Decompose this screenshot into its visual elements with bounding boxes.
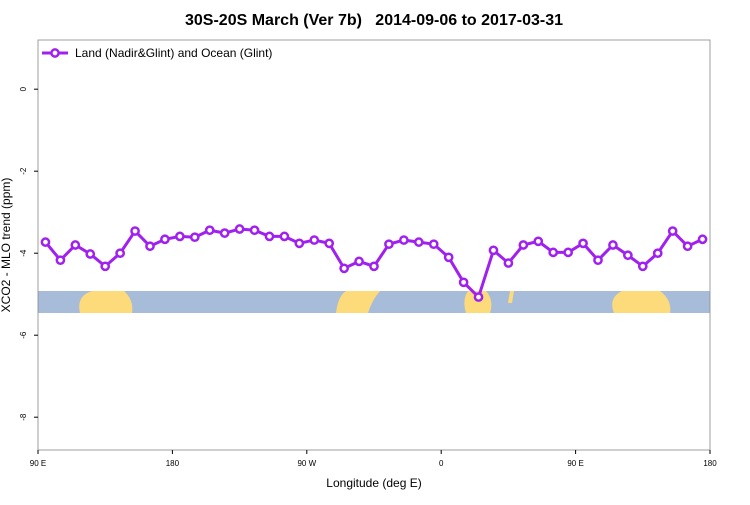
data-point (294, 238, 305, 249)
x-tick-label: 90 W (297, 459, 316, 468)
data-point (309, 235, 320, 245)
y-tick-label: 0 (19, 86, 28, 91)
data-point (399, 235, 409, 245)
data-point (324, 238, 335, 249)
data-point (637, 261, 648, 272)
data-point (384, 239, 394, 250)
x-tick-label: 180 (703, 459, 717, 468)
land-ocean-band (38, 291, 710, 313)
plot-frame (37, 39, 711, 451)
y-tick-label: -6 (19, 331, 28, 339)
data-point (279, 231, 290, 242)
data-point (175, 231, 185, 242)
data-point (189, 232, 200, 243)
data-point (219, 228, 230, 238)
data-point (443, 252, 454, 263)
y-tick-label: -8 (19, 413, 28, 421)
data-point (652, 248, 663, 259)
data-point (518, 240, 529, 250)
data-point (85, 249, 96, 259)
data-point (339, 263, 349, 274)
data-point (458, 277, 469, 288)
y-axis-label: XCO2 - MLO trend (ppm) (0, 178, 13, 313)
legend-marker (50, 48, 60, 58)
data-point (578, 238, 588, 249)
data-point (488, 245, 499, 256)
data-point (428, 239, 439, 250)
x-tick-label: 180 (166, 459, 180, 468)
data-point (473, 292, 484, 302)
data-point (667, 226, 678, 236)
data-point (548, 247, 559, 258)
y-tick-label: -2 (19, 167, 28, 175)
data-point (413, 237, 424, 247)
y-tick-label: -4 (19, 249, 28, 257)
data-point (697, 234, 708, 245)
data-point (145, 241, 155, 252)
data-point (130, 226, 140, 236)
data-point (204, 225, 215, 236)
data-point (234, 224, 245, 234)
x-tick-label: 90 E (30, 459, 46, 468)
data-point (533, 236, 544, 247)
data-point (623, 250, 633, 261)
data-point (593, 255, 603, 266)
data-point (40, 237, 51, 247)
data-point (160, 234, 170, 245)
data-point (264, 231, 275, 242)
x-axis-label: Longitude (deg E) (326, 476, 421, 490)
data-point (115, 248, 125, 259)
data-point (369, 261, 379, 272)
data-point (682, 241, 693, 252)
data-point (70, 240, 81, 250)
data-point (354, 256, 364, 267)
chart-title: 30S-20S March (Ver 7b) 2014-09-06 to 201… (185, 12, 563, 29)
x-tick-label: 90 E (567, 459, 583, 468)
data-point (608, 240, 618, 250)
legend-label: Land (Nadir&Glint) and Ocean (Glint) (75, 46, 272, 60)
data-point (503, 258, 514, 268)
x-tick-label: 0 (439, 459, 444, 468)
data-point (100, 261, 111, 272)
data-point (563, 247, 573, 258)
data-point (249, 225, 260, 236)
data-point (55, 255, 66, 266)
